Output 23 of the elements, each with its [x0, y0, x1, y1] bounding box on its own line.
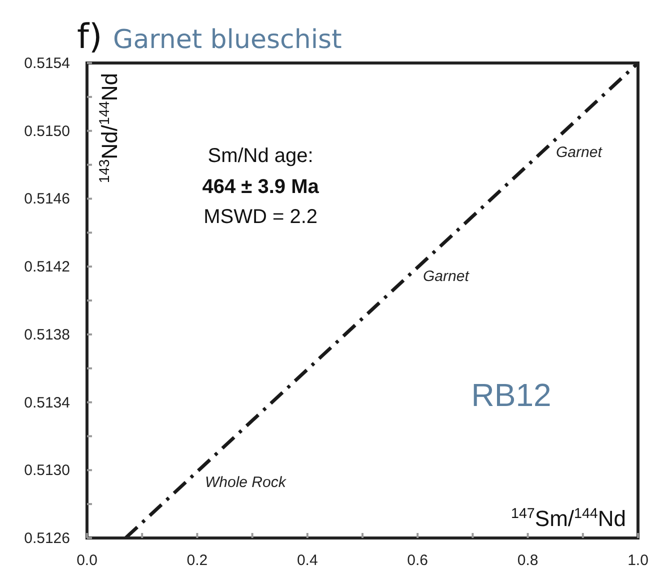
- annotation: Sm/Nd age:: [208, 145, 314, 167]
- chart-title: f) Garnet blueschist: [77, 17, 342, 57]
- annotation: MSWD = 2.2: [204, 206, 318, 228]
- x-axis-title: $^{147}$Sm/$^{144}$Nd: [511, 506, 626, 531]
- x-tick-label: 0.0: [76, 552, 98, 569]
- y-tick-label: 0.5150: [24, 122, 70, 140]
- y-tick-label: 0.5126: [24, 530, 70, 547]
- y-tick-label: 0.5134: [24, 394, 70, 412]
- y-tick-label: 0.5142: [24, 258, 70, 276]
- annotation: 464 ± 3.9 Ma: [202, 176, 320, 198]
- annotation: Whole Rock: [205, 474, 288, 491]
- annotation: Garnet: [423, 268, 470, 285]
- annotation: Garnet: [556, 144, 603, 161]
- x-tick-label: 0.2: [186, 552, 208, 569]
- annotation: RB12: [471, 377, 552, 413]
- y-tick-label: 0.5146: [24, 190, 70, 208]
- y-tick-label: 0.5130: [24, 462, 70, 480]
- x-tick-label: 0.6: [407, 552, 428, 569]
- y-tick-label: 0.5138: [24, 326, 70, 344]
- y-tick-label: 0.5154: [24, 55, 70, 72]
- x-tick-label: 0.8: [517, 552, 538, 569]
- x-tick-label: 0.4: [296, 552, 318, 569]
- x-tick-label: 1.0: [628, 552, 648, 569]
